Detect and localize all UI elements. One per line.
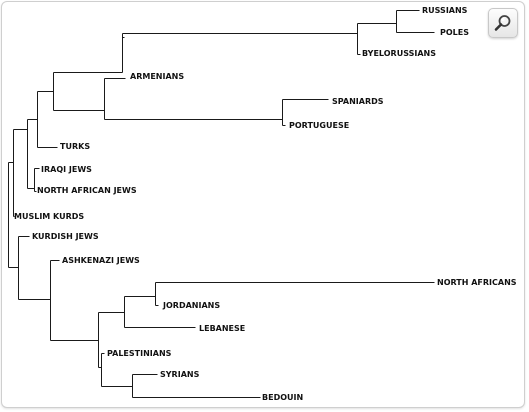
leaf-label-ashkenazi-jews: ASHKENAZI JEWS bbox=[62, 256, 140, 265]
leaf-label-kurdish-jews: KURDISH JEWS bbox=[32, 232, 99, 241]
leaf-label-palestinians: PALESTINIANS bbox=[107, 349, 172, 358]
leaf-label-syrians: SYRIANS bbox=[160, 370, 200, 379]
leaf-label-bedouin: BEDOUIN bbox=[262, 393, 303, 402]
leaf-label-spaniards: SPANIARDS bbox=[332, 97, 384, 106]
leaf-label-iraqi-jews: IRAQI JEWS bbox=[41, 165, 92, 174]
leaf-label-turks: TURKS bbox=[60, 142, 90, 151]
phylogenetic-tree: RUSSIANS POLES BYELORUSSIANS ARMENIANS S… bbox=[8, 6, 517, 402]
zoom-button[interactable] bbox=[488, 8, 518, 38]
leaf-label-north-african-jews: NORTH AFRICAN JEWS bbox=[37, 186, 137, 195]
leaf-label-portuguese: PORTUGUESE bbox=[289, 121, 349, 130]
leaf-label-byelorussians: BYELORUSSIANS bbox=[362, 49, 436, 58]
magnifier-icon bbox=[494, 15, 511, 31]
leaf-label-north-africans: NORTH AFRICANS bbox=[437, 278, 517, 287]
leaf-label-jordanians: JORDANIANS bbox=[162, 301, 220, 310]
tree-figure-frame: RUSSIANS POLES BYELORUSSIANS ARMENIANS S… bbox=[1, 1, 525, 408]
leaf-label-lebanese: LEBANESE bbox=[199, 324, 245, 333]
leaf-label-armenians: ARMENIANS bbox=[130, 72, 184, 81]
leaf-label-russians: RUSSIANS bbox=[422, 6, 468, 15]
leaf-label-muslim-kurds: MUSLIM KURDS bbox=[14, 212, 84, 221]
leaf-label-poles: POLES bbox=[440, 28, 469, 37]
